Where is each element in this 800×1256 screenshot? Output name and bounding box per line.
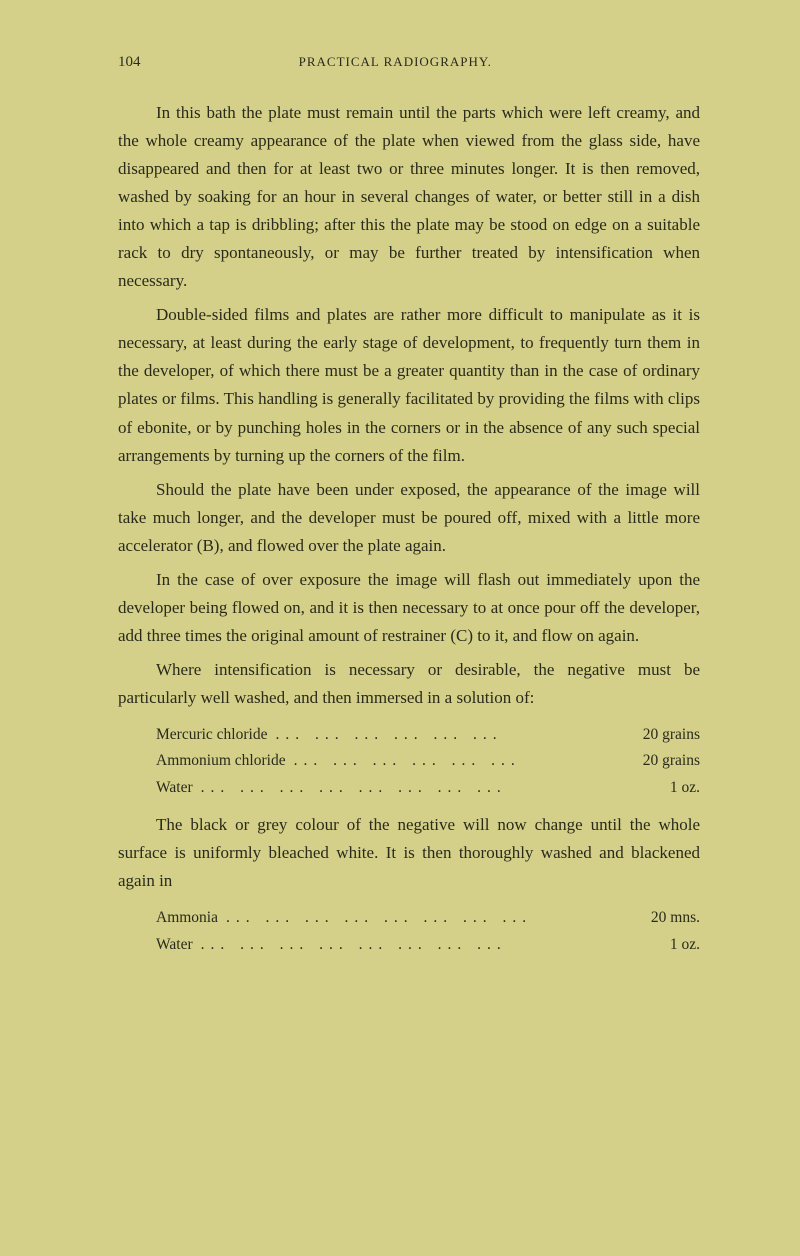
paragraph-1: In this bath the plate must remain until…	[118, 99, 700, 295]
recipe-item: Water ... ... ... ... ... ... ... ... 1 …	[156, 932, 700, 958]
recipe-value: 20 grains	[643, 722, 700, 748]
paragraph-5: Where intensification is necessary or de…	[118, 656, 700, 712]
recipe-dots: ... ... ... ... ... ... ... ...	[193, 775, 670, 801]
recipe-value: 20 mns.	[651, 905, 700, 931]
recipe-label: Ammonia	[156, 905, 218, 931]
paragraph-6: The black or grey colour of the negative…	[118, 811, 700, 895]
paragraph-2: Double-sided films and plates are rather…	[118, 301, 700, 469]
recipe-item: Water ... ... ... ... ... ... ... ... 1 …	[156, 775, 700, 801]
recipe-label: Ammonium chloride	[156, 748, 286, 774]
recipe-value: 20 grains	[643, 748, 700, 774]
recipe-item: Ammonium chloride ... ... ... ... ... ..…	[156, 748, 700, 774]
recipe-list-1: Mercuric chloride ... ... ... ... ... ..…	[156, 722, 700, 801]
recipe-label: Water	[156, 932, 193, 958]
recipe-dots: ... ... ... ... ... ...	[267, 722, 642, 748]
recipe-dots: ... ... ... ... ... ...	[286, 748, 643, 774]
recipe-value: 1 oz.	[670, 775, 700, 801]
recipe-dots: ... ... ... ... ... ... ... ...	[218, 905, 651, 931]
recipe-label: Mercuric chloride	[156, 722, 267, 748]
recipe-item: Mercuric chloride ... ... ... ... ... ..…	[156, 722, 700, 748]
paragraph-4: In the case of over exposure the image w…	[118, 566, 700, 650]
recipe-item: Ammonia ... ... ... ... ... ... ... ... …	[156, 905, 700, 931]
header-title: PRACTICAL RADIOGRAPHY.	[91, 54, 701, 70]
page-header: 104 PRACTICAL RADIOGRAPHY.	[118, 54, 700, 71]
recipe-label: Water	[156, 775, 193, 801]
recipe-list-2: Ammonia ... ... ... ... ... ... ... ... …	[156, 905, 700, 958]
recipe-dots: ... ... ... ... ... ... ... ...	[193, 932, 670, 958]
recipe-value: 1 oz.	[670, 932, 700, 958]
page-container: 104 PRACTICAL RADIOGRAPHY. In this bath …	[0, 0, 800, 1256]
paragraph-3: Should the plate have been under exposed…	[118, 476, 700, 560]
